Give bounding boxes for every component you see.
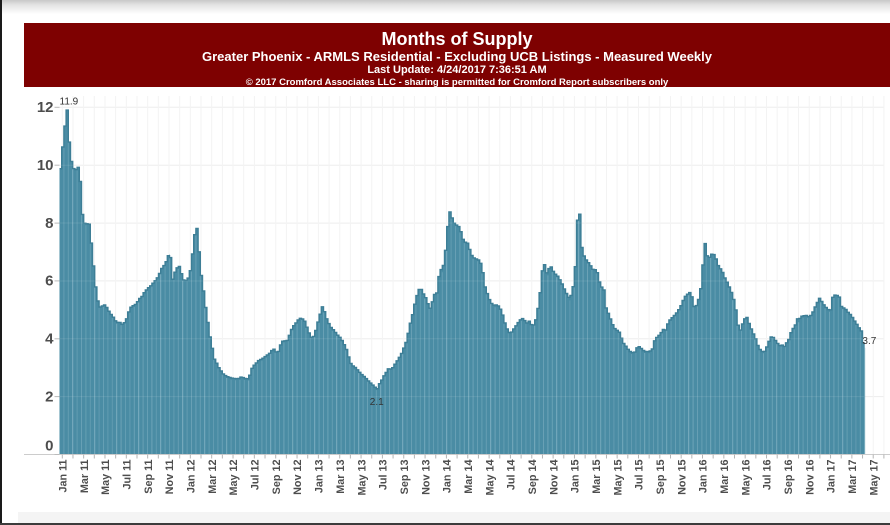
svg-text:Nov 13: Nov 13 [420,460,432,495]
svg-text:May 15: May 15 [612,460,624,496]
svg-text:Jan 11: Jan 11 [58,460,70,493]
svg-text:May 12: May 12 [228,460,240,496]
svg-text:Mar 15: Mar 15 [591,460,603,494]
svg-text:Nov 12: Nov 12 [292,460,304,495]
svg-text:Jul 14: Jul 14 [506,460,518,491]
svg-text:Jul 11: Jul 11 [122,460,134,490]
svg-text:Mar 13: Mar 13 [335,460,347,494]
svg-text:May 11: May 11 [100,460,112,495]
svg-text:May 17: May 17 [868,460,880,496]
svg-text:Jan 14: Jan 14 [442,460,454,494]
svg-text:Jan 15: Jan 15 [570,460,582,494]
svg-text:10: 10 [37,157,54,174]
svg-text:Jul 12: Jul 12 [250,460,262,491]
svg-text:Sep 16: Sep 16 [783,460,795,495]
svg-text:Nov 11: Nov 11 [164,460,176,495]
svg-text:May 13: May 13 [356,460,368,496]
svg-text:Nov 16: Nov 16 [804,460,816,495]
svg-text:4: 4 [45,331,54,348]
svg-text:Jul 15: Jul 15 [634,460,646,491]
svg-text:May 16: May 16 [740,460,752,496]
svg-text:May 14: May 14 [484,460,496,496]
svg-text:Sep 14: Sep 14 [527,460,539,495]
svg-text:Nov 14: Nov 14 [548,460,560,495]
svg-text:2.1: 2.1 [370,397,384,408]
svg-text:Jul 13: Jul 13 [378,460,390,491]
svg-text:3.7: 3.7 [862,336,876,347]
svg-text:Sep 11: Sep 11 [143,460,155,494]
svg-text:Jan 17: Jan 17 [826,460,838,494]
svg-text:Mar 14: Mar 14 [463,460,475,494]
svg-text:12: 12 [37,99,54,116]
svg-text:11.9: 11.9 [60,97,79,108]
svg-text:Sep 13: Sep 13 [399,460,411,495]
svg-text:Mar 11: Mar 11 [79,460,91,494]
svg-text:Jan 16: Jan 16 [698,460,710,494]
svg-text:Jul 16: Jul 16 [762,460,774,491]
svg-text:8: 8 [45,215,53,232]
svg-text:Jan 13: Jan 13 [314,460,326,494]
svg-text:Sep 12: Sep 12 [271,460,283,495]
svg-text:Jan 12: Jan 12 [186,460,198,494]
svg-text:Sep 15: Sep 15 [655,460,667,495]
svg-text:Mar 16: Mar 16 [719,460,731,494]
svg-text:2: 2 [45,388,53,405]
svg-text:Mar 12: Mar 12 [207,460,219,494]
svg-text:Mar 17: Mar 17 [847,460,859,494]
svg-text:0: 0 [45,438,53,455]
svg-text:6: 6 [45,273,53,290]
svg-text:Nov 15: Nov 15 [676,460,688,495]
